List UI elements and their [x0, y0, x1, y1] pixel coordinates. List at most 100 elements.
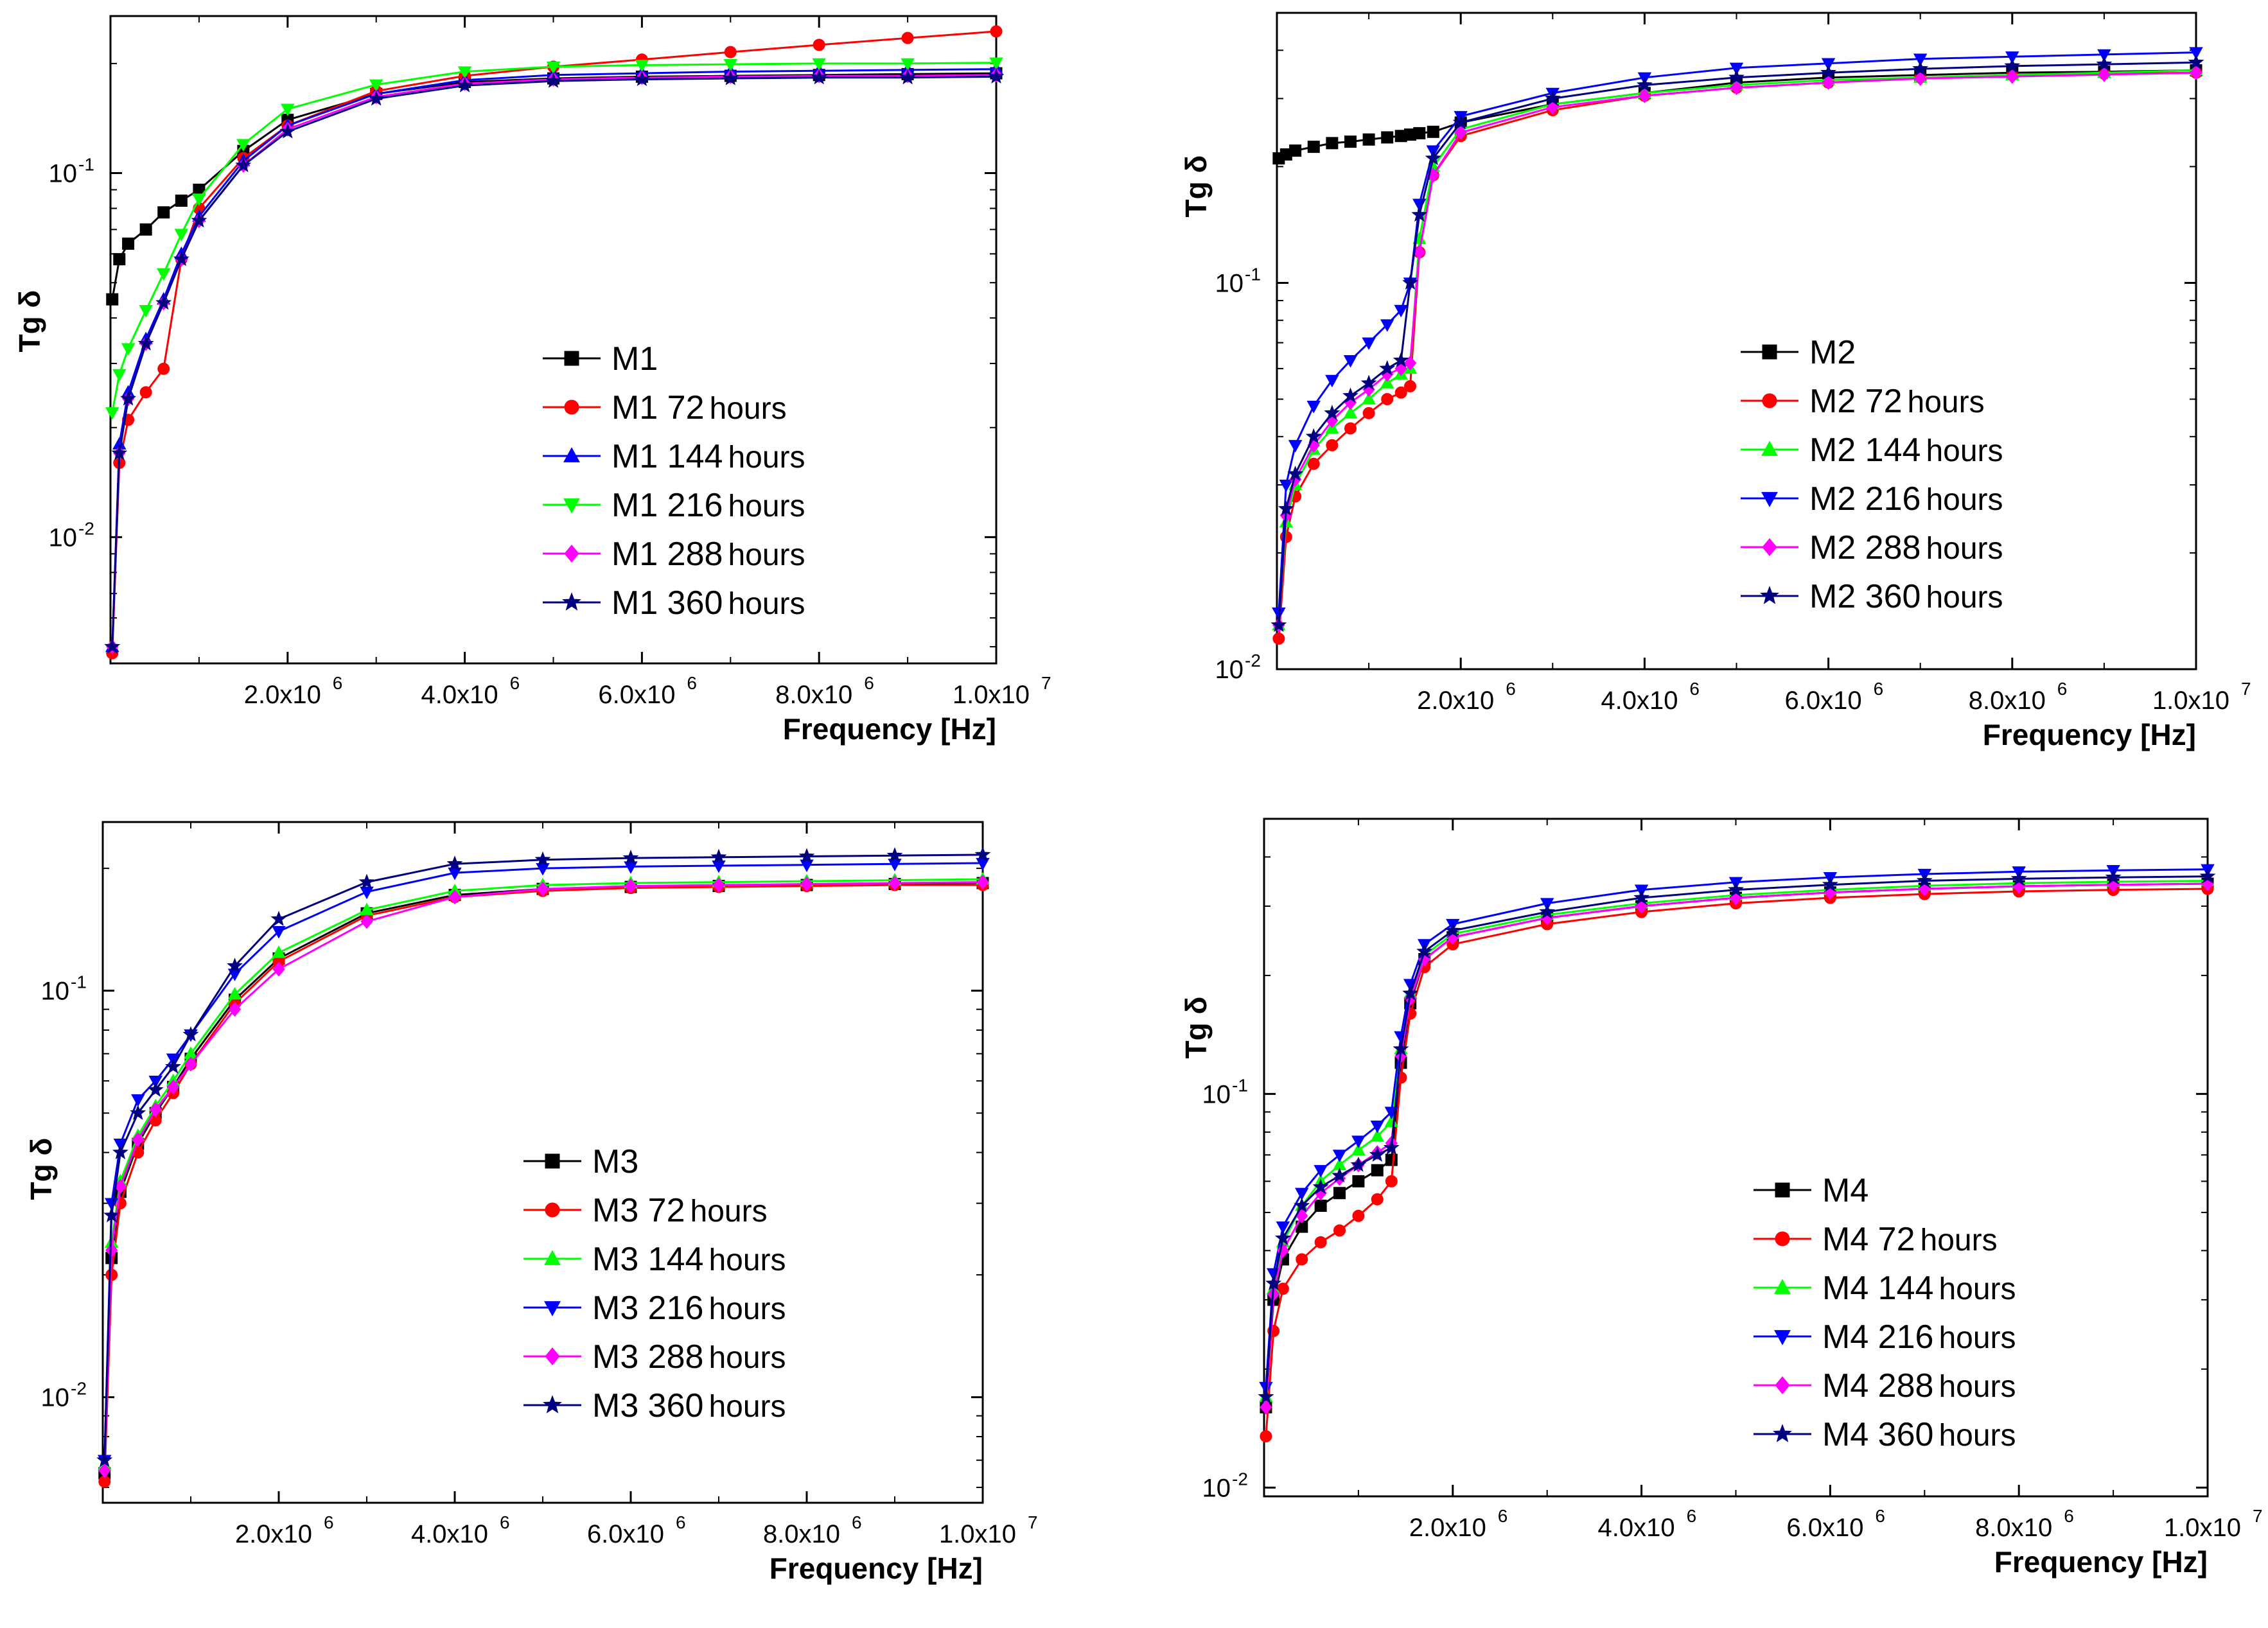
data-point — [157, 362, 170, 375]
data-point — [1287, 465, 1304, 481]
data-point — [1427, 125, 1439, 138]
data-point — [1265, 1275, 1282, 1291]
data-point — [1820, 64, 1837, 80]
y-tick-exponent: -1 — [78, 155, 94, 175]
data-point — [1371, 1164, 1384, 1177]
panel-m1: 2.0x10 6 4.0x10 6 6.0x10 6 8.0x10 6 1.0x10 710 -21… — [13, 15, 1051, 746]
data-point — [1314, 1236, 1327, 1248]
data-point — [448, 867, 462, 880]
data-point — [105, 1243, 118, 1258]
legend-label: M3 72 hours — [592, 1192, 768, 1229]
data-point — [989, 57, 1003, 71]
data-point — [121, 343, 136, 356]
data-point — [2199, 868, 2216, 884]
legend-marker — [1775, 1376, 1790, 1394]
data-point — [1544, 90, 1561, 106]
data-point — [1314, 1199, 1327, 1212]
x-tick-exponent: 6 — [333, 673, 343, 693]
data-point — [1344, 136, 1357, 148]
data-point — [545, 73, 561, 88]
data-point — [724, 46, 737, 58]
data-point — [1332, 1167, 1348, 1183]
data-point — [272, 945, 286, 958]
x-tick-exponent: 6 — [500, 1512, 510, 1532]
data-point — [155, 294, 172, 310]
data-point — [546, 61, 561, 74]
legend: M2 M2 72 hours M2 144 hours M2 216 hours M2 288… — [1741, 334, 2003, 615]
y-tick-exponent: -2 — [71, 1379, 87, 1399]
legend-label: M4 360 hours — [1822, 1416, 2016, 1453]
legend-marker — [545, 1347, 560, 1365]
data-point — [811, 69, 827, 85]
legend-marker — [1762, 538, 1777, 556]
data-point — [1342, 387, 1358, 403]
legend-label: M3 216 hours — [592, 1290, 786, 1327]
y-tick-label: 10 — [41, 1384, 70, 1412]
series-m4-360 — [1258, 868, 2216, 1404]
data-point — [1370, 1120, 1385, 1133]
x-tick-label: 6.0x10 — [598, 681, 675, 709]
legend-label: M1 — [611, 340, 658, 378]
x-tick-label: 8.0x10 — [1975, 1514, 2052, 1542]
data-point — [1360, 374, 1377, 390]
data-point — [1307, 141, 1320, 153]
legend-marker — [544, 1250, 561, 1265]
data-point — [227, 958, 243, 973]
x-tick-label: 4.0x10 — [411, 1520, 488, 1548]
data-point — [139, 304, 153, 318]
data-point — [1295, 1187, 1309, 1201]
data-point — [1729, 62, 1744, 76]
data-point — [122, 237, 135, 250]
data-point — [633, 71, 650, 87]
x-tick-exponent: 7 — [2253, 1506, 2263, 1526]
y-tick-exponent: -1 — [1232, 1075, 1248, 1095]
data-point — [1402, 274, 1418, 290]
data-point — [901, 31, 914, 44]
data-point — [1633, 889, 1650, 905]
data-point — [1260, 1399, 1272, 1415]
data-point — [1822, 74, 1835, 91]
legend-marker — [564, 399, 579, 415]
x-tick-label: 2.0x10 — [235, 1520, 312, 1548]
legend-marker — [564, 351, 579, 366]
data-point — [111, 444, 128, 460]
data-point — [1362, 407, 1375, 419]
data-point — [1539, 903, 1556, 919]
data-point — [974, 846, 991, 862]
data-point — [228, 1002, 242, 1017]
data-point — [457, 66, 472, 79]
x-tick-exponent: 6 — [1689, 679, 1700, 699]
legend-label: M2 — [1809, 334, 1856, 371]
x-axis-label: Frequency [Hz] — [1983, 718, 2196, 751]
x-tick-exponent: 6 — [864, 673, 874, 693]
y-tick-label: 10 — [49, 160, 78, 188]
y-tick-exponent: -2 — [78, 518, 94, 538]
data-point — [1272, 632, 1285, 645]
x-tick-label: 1.0x10 — [2152, 687, 2229, 715]
data-point — [2010, 870, 2027, 886]
y-axis-label: Tg δ — [1179, 997, 1213, 1059]
data-point — [235, 157, 252, 173]
data-point — [1728, 881, 1744, 897]
data-point — [1344, 422, 1357, 435]
data-point — [1371, 1193, 1384, 1205]
data-point — [534, 851, 551, 867]
legend-marker — [1761, 492, 1778, 507]
x-tick-label: 4.0x10 — [1601, 687, 1678, 715]
x-tick-label: 8.0x10 — [1969, 687, 2046, 715]
data-point — [130, 1105, 146, 1120]
data-point — [1274, 1229, 1291, 1245]
x-tick-label: 6.0x10 — [1785, 687, 1862, 715]
data-point — [112, 369, 127, 382]
data-point — [1383, 1139, 1400, 1155]
data-point — [1380, 376, 1394, 389]
data-point — [1307, 457, 1320, 470]
panel-m3: 2.0x10 6 4.0x10 6 6.0x10 6 8.0x10 6 1.0x10 710 -21… — [24, 821, 1038, 1585]
data-point — [1296, 1253, 1308, 1266]
data-point — [1914, 71, 1927, 86]
x-tick-exponent: 6 — [676, 1512, 686, 1532]
data-point — [368, 90, 385, 106]
legend-label: M2 144 hours — [1809, 432, 2003, 469]
legend-label: M2 288 hours — [1809, 529, 2003, 566]
